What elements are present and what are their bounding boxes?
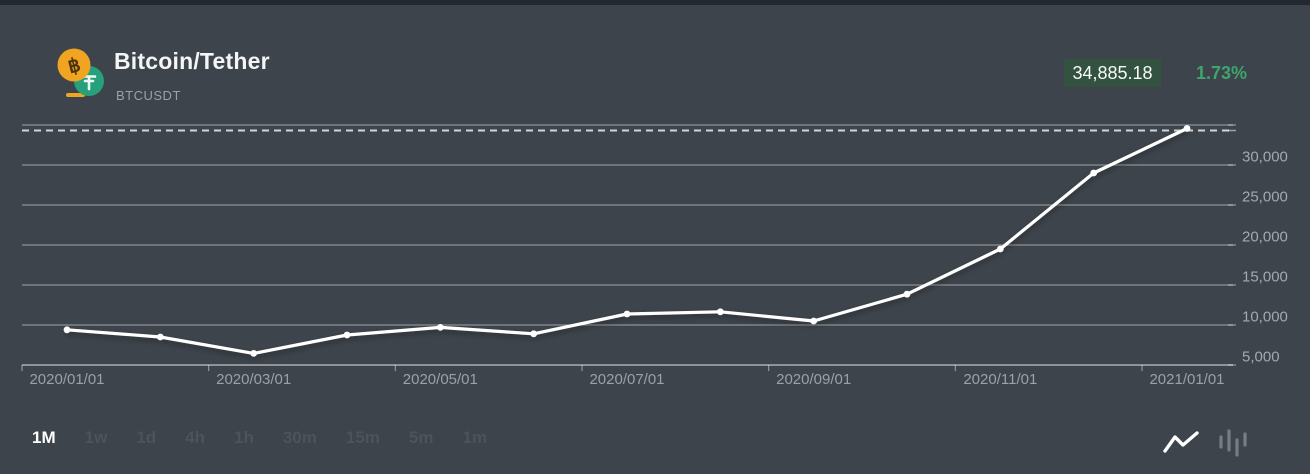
- bitcoin-symbol-icon: ฿: [66, 55, 83, 78]
- x-axis-label: 2020/03/01: [216, 371, 291, 388]
- data-point-marker: [996, 245, 1004, 253]
- chart-type-switch: [1162, 427, 1250, 459]
- change-percent: 1.73%: [1196, 63, 1248, 83]
- coin-edge-accent: [66, 93, 85, 97]
- x-axis-label: 2021/01/01: [1149, 371, 1224, 388]
- x-axis-label: 2020/07/01: [589, 371, 664, 388]
- page-title: Bitcoin/Tether: [114, 48, 270, 74]
- bitcoin-coin-icon: [57, 48, 91, 82]
- price-chart[interactable]: 30,000 25,000 20,000 15,000 10,000 5,000 2020/…: [0, 110, 1310, 400]
- data-point-marker: [716, 308, 724, 316]
- x-axis-label: 2020/09/01: [776, 371, 851, 388]
- line-chart-icon[interactable]: [1162, 430, 1200, 456]
- y-axis-label: 25,000: [1242, 189, 1288, 206]
- y-axis-label: 15,000: [1242, 269, 1288, 286]
- data-point-marker: [810, 317, 818, 325]
- interval-button-1d[interactable]: 1d: [136, 428, 157, 447]
- data-point-marker: [343, 331, 351, 339]
- interval-button-1M[interactable]: 1M: [32, 428, 56, 447]
- last-price-badge: 34,885.18: [1064, 59, 1161, 87]
- interval-button-4h[interactable]: 4h: [185, 428, 205, 447]
- price-line-series: [65, 126, 1189, 355]
- data-point-marker: [63, 326, 71, 334]
- interval-button-1h[interactable]: 1h: [234, 428, 254, 447]
- x-axis-label: 2020/05/01: [403, 371, 478, 388]
- data-point-marker: [903, 290, 911, 298]
- interval-button-15m[interactable]: 15m: [345, 428, 380, 447]
- interval-toolbar: 1M 1w 1d 4h 1h 30m 15m 5m 1m: [32, 428, 487, 448]
- window-top-strip: [0, 0, 1310, 5]
- data-point-marker: [1090, 169, 1098, 177]
- candlestick-chart-icon[interactable]: [1216, 427, 1250, 459]
- data-point-marker: [530, 330, 538, 338]
- data-point-marker: [250, 350, 258, 357]
- data-point-marker: [623, 310, 631, 318]
- data-point-marker: [436, 324, 444, 331]
- y-axis-label: 20,000: [1242, 229, 1288, 246]
- symbol-subtitle: BTCUSDT: [116, 88, 181, 103]
- y-axis-label: 10,000: [1242, 309, 1288, 326]
- interval-button-30m[interactable]: 30m: [282, 428, 317, 447]
- x-axis-label: 2020/11/01: [963, 371, 1037, 388]
- btc-usdt-pair-icon: ฿: [57, 48, 104, 97]
- interval-button-1m[interactable]: 1m: [462, 428, 488, 447]
- data-point-marker: [1183, 125, 1191, 132]
- data-point-marker: [156, 333, 164, 341]
- interval-button-1w[interactable]: 1w: [84, 428, 108, 447]
- interval-button-5m[interactable]: 5m: [408, 428, 434, 447]
- x-axis-label: 2020/01/01: [29, 371, 104, 388]
- y-axis-label: 5,000: [1242, 349, 1280, 366]
- y-axis-label: 30,000: [1242, 149, 1288, 166]
- price-chart-svg[interactable]: 30,000 25,000 20,000 15,000 10,000 5,000 2020/…: [0, 110, 1310, 400]
